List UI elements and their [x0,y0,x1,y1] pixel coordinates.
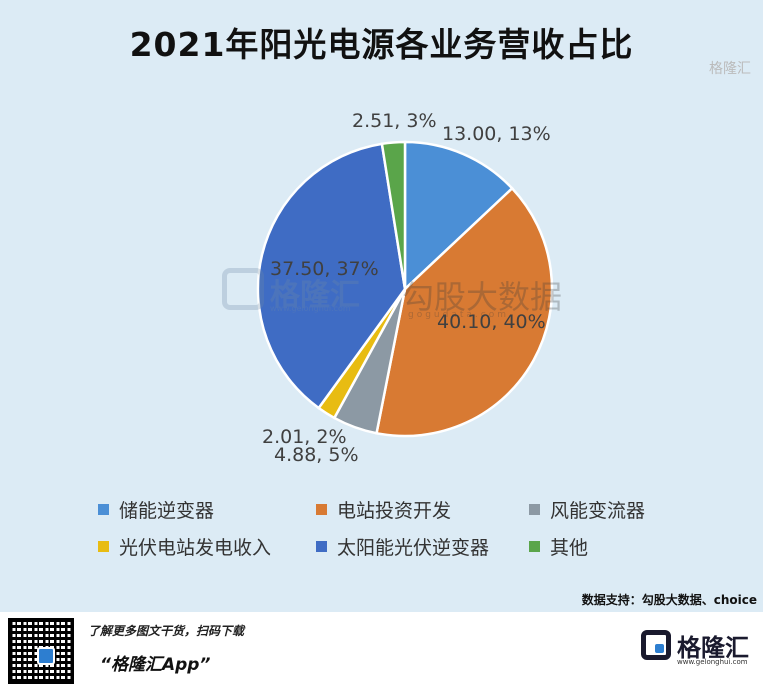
legend-swatch [529,541,540,552]
legend-swatch [98,504,109,515]
pie-slice-2 [375,186,554,438]
watermark-gelonghui-url: www.gelonghui.com [270,304,351,313]
data-label-1: 13.00, 13% [442,123,551,145]
footer-app-name: “格隆汇App” [100,655,211,675]
gelonghui-brand-icon [641,630,671,660]
qr-logo-icon [37,647,55,665]
watermark-gelonghui: 格隆汇 [270,278,360,313]
legend-item-3: 风能变流器 [529,496,645,523]
watermark-gogudata-url: gogudata.com [408,310,509,320]
legend-item-5: 太阳能光伏逆变器 [316,533,489,560]
brand-watermark: 格隆汇 [709,61,751,77]
brand-logo: 格隆汇 www.gelonghui.com [641,622,751,684]
chart-title: 2021年阳光电源各业务营收占比 [129,25,634,64]
legend: 储能逆变器 电站投资开发 风能变流器光伏电站发电收入 太阳能光伏逆变器 其他 [98,496,645,560]
legend-swatch [316,541,327,552]
legend-swatch [529,504,540,515]
legend-label: 风能变流器 [550,500,646,522]
data-source: 数据支持：勾股大数据、choice [581,593,757,607]
legend-label: 光伏电站发电收入 [119,537,272,559]
qr-code[interactable] [8,618,74,684]
legend-item-1: 储能逆变器 [98,496,214,523]
legend-item-4: 光伏电站发电收入 [98,533,271,560]
legend-label: 储能逆变器 [119,500,215,522]
data-label-3: 4.88, 5% [274,444,359,466]
footer: 了解更多图文干货，扫码下载 “格隆汇App” 格隆汇 www.gelonghui… [0,612,763,692]
data-label-4: 2.01, 2% [262,426,347,448]
pie-chart: 13.00, 13% 40.10, 40% 4.88, 5%2.01, 2% 37.5… [256,110,554,466]
pie-slice-5 [256,142,407,410]
data-label-2: 40.10, 40% [437,311,546,333]
legend-label: 太阳能光伏逆变器 [337,537,490,559]
data-label-6: 2.51, 3% [352,110,437,132]
pie-slice-1 [403,140,514,292]
footer-tagline: 了解更多图文干货，扫码下载 [88,624,245,638]
legend-label: 电站投资开发 [337,500,452,522]
brand-url: www.gelonghui.com [677,658,748,666]
watermark-gogudata: 勾股大数据 [402,278,563,316]
legend-label: 其他 [550,537,589,559]
pie-slice-6 [380,140,407,290]
legend-swatch [98,541,109,552]
legend-item-2: 电站投资开发 [316,496,451,523]
data-label-5: 37.50, 37% [270,258,379,280]
legend-swatch [316,504,327,515]
legend-item-6: 其他 [529,533,588,560]
gelonghui-logo-icon [222,268,264,310]
brand-name: 格隆汇 [677,634,749,662]
